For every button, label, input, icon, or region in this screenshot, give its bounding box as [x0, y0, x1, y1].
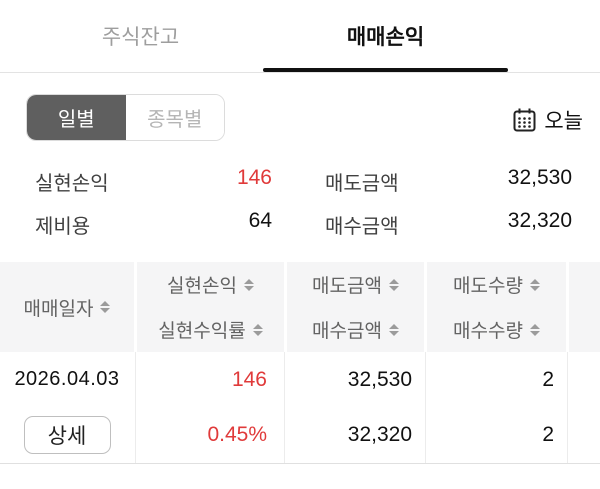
sort-icon [388, 278, 399, 291]
table-row-amount-cell: 32,530 32,320 [285, 352, 425, 463]
sort-icon [529, 323, 540, 336]
trade-date: 2026.04.03 [14, 368, 120, 391]
header-buy-amount-label: 매수금액 [312, 321, 382, 342]
header-realized-pl: 실현손익 실현수익률 [137, 262, 284, 352]
buy-amount-value: 32,320 [507, 209, 572, 232]
buy-amount-label: 매수금액 [325, 216, 399, 238]
row-buy-qty: 2 [542, 423, 554, 447]
header-sell-amount-top[interactable]: 매도금액 [287, 262, 424, 307]
table-row-date-cell: 2026.04.03 상세 [0, 352, 134, 463]
summary-row-1: 실현손익 146 매도금액 32,530 [0, 162, 600, 196]
today-button[interactable]: 오늘 [513, 105, 583, 135]
header-sell-amount: 매도금액 매수금액 [287, 262, 424, 352]
summary-panel: 실현손익 146 매도금액 32,530 제비용 64 매수금액 32,320 [0, 152, 600, 256]
tab-stock-balance[interactable]: 주식잔고 [18, 0, 263, 71]
controls-row: 일별 종목별 오늘 [0, 72, 600, 152]
view-toggle: 일별 종목별 [26, 94, 225, 141]
header-sell-qty-label: 매도수량 [453, 276, 523, 297]
expenses-value: 64 [248, 209, 272, 232]
header-buy-qty[interactable]: 매수수량 [427, 307, 566, 352]
tab-bar: 주식잔고 매매손익 [0, 0, 600, 73]
row-realized-pl: 146 [231, 367, 267, 391]
sort-icon [243, 278, 254, 291]
row-sell-qty: 2 [542, 367, 554, 391]
tab-trading-pl[interactable]: 매매손익 [263, 0, 508, 71]
header-sell-amount-label: 매도금액 [312, 276, 382, 297]
toggle-daily-label: 일별 [57, 109, 95, 131]
table-row-pl-cell: 146 0.45% [136, 352, 284, 463]
header-trade-date[interactable]: 매매일자 [0, 262, 134, 352]
sort-icon [388, 323, 399, 336]
row-return-rate: 0.45% [207, 423, 267, 447]
active-tab-underline [263, 68, 508, 72]
row-buy-amount: 32,320 [347, 423, 412, 447]
expenses-label: 제비용 [35, 216, 91, 238]
column-divider [135, 352, 136, 463]
tab-stock-balance-label: 주식잔고 [101, 25, 180, 49]
toggle-daily[interactable]: 일별 [27, 95, 126, 140]
detail-button[interactable]: 상세 [23, 416, 111, 455]
header-trade-date-label: 매매일자 [23, 298, 94, 320]
realized-pl-label: 실현손익 [35, 173, 109, 195]
header-buy-amount[interactable]: 매수금액 [287, 307, 424, 352]
row-sell-amount: 32,530 [347, 367, 412, 391]
table-header: 매매일자 실현손익 실현수익률 매도금액 매수금액 [0, 262, 600, 352]
header-sell-qty: 매도수량 매수수량 [427, 262, 566, 352]
column-divider [284, 352, 285, 463]
toggle-by-stock[interactable]: 종목별 [125, 95, 224, 140]
header-sell-qty-top[interactable]: 매도수량 [427, 262, 566, 307]
header-return-rate[interactable]: 실현수익률 [137, 307, 284, 352]
today-label: 오늘 [544, 110, 583, 133]
header-realized-pl-label: 실현손익 [167, 276, 237, 297]
sell-amount-label: 매도금액 [325, 173, 399, 195]
realized-pl-value: 146 [236, 166, 272, 189]
column-divider [425, 352, 426, 463]
sort-icon [529, 278, 540, 291]
toggle-by-stock-label: 종목별 [147, 109, 203, 131]
header-return-rate-label: 실현수익률 [158, 321, 246, 342]
table-row-qty-cell: 2 2 [426, 352, 567, 463]
summary-row-2: 제비용 64 매수금액 32,320 [0, 205, 600, 239]
tab-trading-pl-label: 매매손익 [346, 25, 425, 49]
header-realized-pl-top[interactable]: 실현손익 [137, 262, 284, 307]
sort-icon [252, 323, 263, 336]
header-spacer [569, 262, 600, 352]
calendar-icon [513, 108, 536, 132]
sort-icon [100, 301, 111, 313]
table-body: 2026.04.03 상세 146 0.45% 32,530 32,320 2 … [0, 352, 600, 464]
column-divider [567, 352, 568, 463]
header-buy-qty-label: 매수수량 [453, 321, 523, 342]
sell-amount-value: 32,530 [507, 166, 572, 189]
